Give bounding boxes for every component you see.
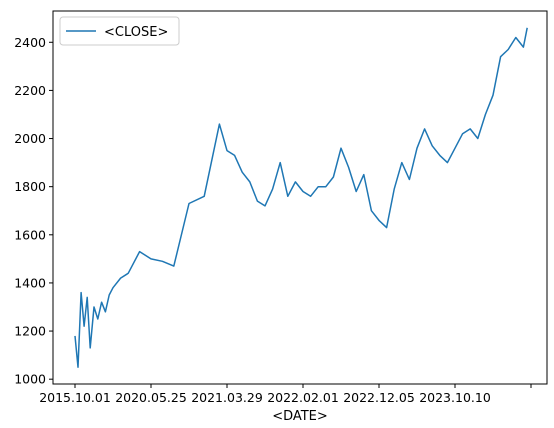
legend-label-close: <CLOSE> xyxy=(104,25,168,40)
x-tick-label: 2015.10.01 xyxy=(39,390,111,405)
x-axis-title: <DATE> xyxy=(272,409,328,424)
y-tick-label: 1400 xyxy=(14,275,46,290)
y-tick-label: 2000 xyxy=(14,131,46,146)
x-tick-label: 2022.02.01 xyxy=(267,390,339,405)
y-tick-label: 1800 xyxy=(14,179,46,194)
y-tick-label: 1600 xyxy=(14,227,46,242)
x-tick-label: 2023.10.10 xyxy=(419,390,491,405)
y-tick-label: 2200 xyxy=(14,83,46,98)
series-line-close xyxy=(74,27,528,368)
x-tick-label: 2020.05.25 xyxy=(115,390,187,405)
plot-frame xyxy=(52,10,548,385)
y-axis: 1000 1200 1400 1600 1800 2000 2200 2400 xyxy=(14,35,53,387)
x-tick-label: 2022.12.05 xyxy=(343,390,415,405)
legend-frame xyxy=(59,16,180,46)
x-axis: 2015.10.01 2020.05.25 2021.03.29 2022.02.01… xyxy=(39,384,532,405)
y-tick-label: 2400 xyxy=(14,35,46,50)
y-tick-label: 1200 xyxy=(14,324,46,339)
y-tick-label: 1000 xyxy=(14,372,46,387)
plot-area xyxy=(52,10,548,385)
x-tick-label: 2021.03.29 xyxy=(191,390,263,405)
legend: <CLOSE> xyxy=(59,16,180,46)
